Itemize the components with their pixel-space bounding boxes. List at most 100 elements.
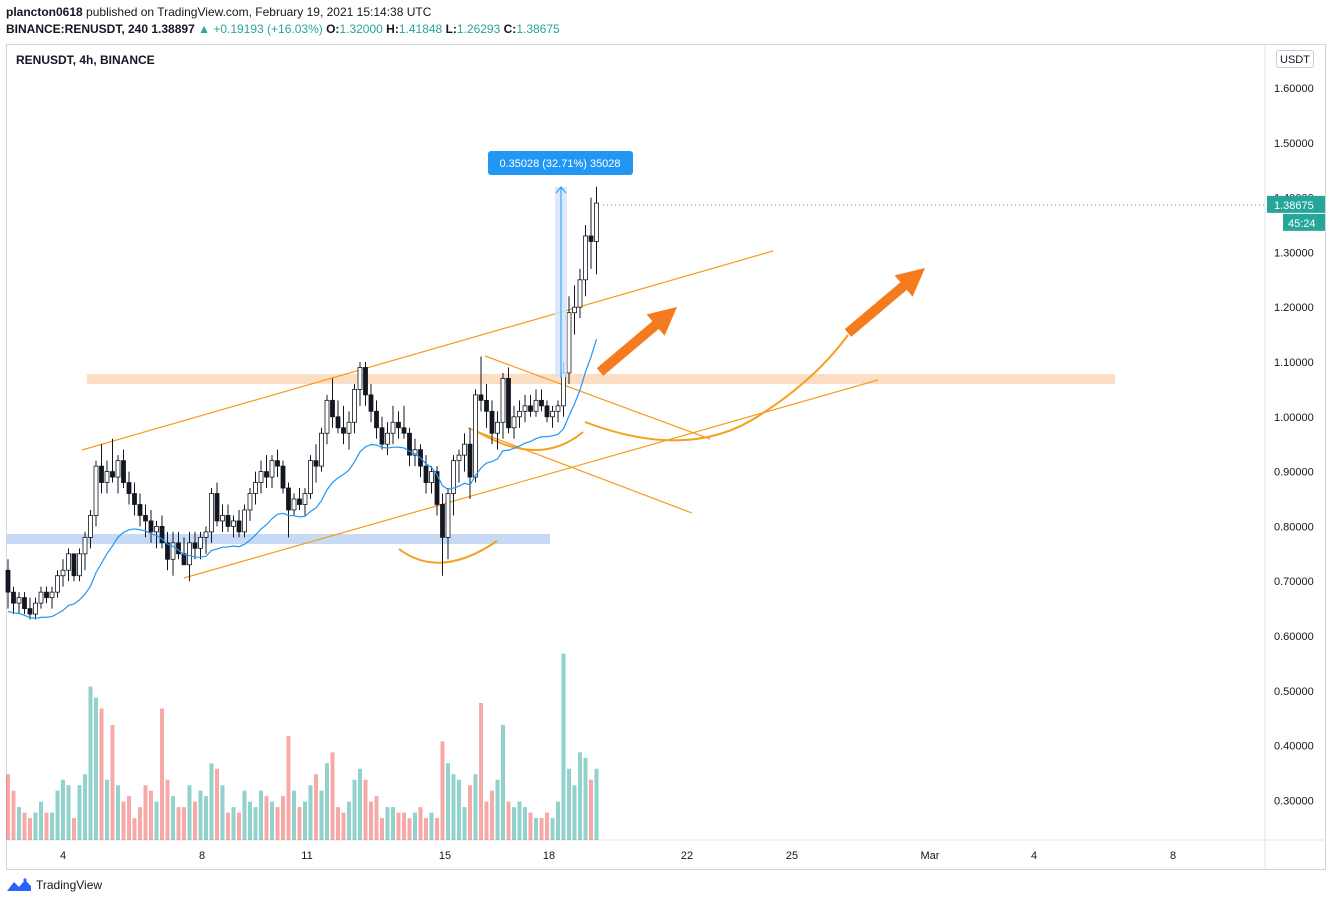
tradingview-footer[interactable]: TradingView [6, 878, 102, 892]
volume-bar [61, 779, 65, 840]
projected-curve[interactable] [584, 334, 849, 442]
triangle-upper-line[interactable] [484, 355, 711, 440]
volume-bar [462, 807, 467, 840]
candle-body [44, 591, 49, 599]
open-label: O: [326, 22, 340, 36]
candle-body [539, 399, 544, 407]
volume-bar [110, 724, 115, 840]
candle [71, 553, 77, 582]
publish-line: plancton0618 published on TradingView.co… [6, 5, 431, 19]
candle [242, 504, 247, 538]
candle-body [511, 416, 517, 429]
volume-bar [347, 801, 351, 840]
candle [126, 471, 132, 505]
candle-body [143, 515, 148, 522]
candle [484, 383, 489, 428]
candle [253, 471, 258, 505]
channel-upper-line[interactable] [81, 250, 774, 451]
candle [137, 493, 143, 527]
cup-curve-middle[interactable] [477, 431, 584, 451]
support-zone[interactable] [7, 534, 550, 544]
candle-body [495, 421, 500, 434]
candle [214, 482, 220, 527]
candle [533, 389, 539, 417]
candle [418, 444, 423, 478]
volume-bar [138, 807, 142, 840]
candle-body [170, 542, 176, 560]
cup-curve-left[interactable] [398, 540, 498, 564]
time-tick-label: 4 [1031, 850, 1037, 862]
candle [440, 493, 445, 576]
volume-bar [121, 801, 126, 840]
candle [495, 411, 500, 450]
volume-bar [583, 757, 588, 840]
candle [99, 444, 104, 494]
volume-bar [72, 818, 76, 840]
candle-body [38, 591, 44, 604]
volume-bar [374, 796, 379, 840]
volume-bar [407, 818, 412, 840]
candle-body [456, 454, 462, 462]
volume-bar [495, 779, 500, 840]
candle-body [434, 471, 440, 505]
high-label: H: [386, 22, 399, 36]
candle-body [577, 279, 583, 308]
chart-pane[interactable] [6, 44, 1326, 870]
candle-body [93, 465, 99, 516]
candle [247, 488, 253, 521]
volume-bar [149, 790, 153, 840]
candle-body [33, 602, 38, 615]
arrow-up-right-short[interactable] [596, 307, 677, 376]
candle-body [258, 471, 264, 483]
candle-body [583, 235, 588, 281]
candle-body [280, 465, 286, 489]
volume-bar [259, 790, 263, 840]
candle-body [187, 542, 192, 566]
candle-body [132, 493, 137, 505]
candle [412, 438, 418, 467]
candle-body [440, 504, 445, 538]
close-value: 1.38675 [516, 22, 560, 36]
candle-body [588, 235, 594, 242]
volume-bar [523, 807, 527, 840]
candle [324, 394, 330, 445]
candle-body [88, 515, 93, 538]
current-price: 1.38897 [151, 22, 195, 36]
volume-bar [105, 779, 109, 840]
candle [88, 509, 93, 549]
candle [308, 455, 313, 499]
candle-body [467, 443, 473, 478]
volume-bar [275, 807, 280, 840]
currency-button[interactable]: USDT [1276, 50, 1314, 68]
candle-body [209, 493, 214, 533]
ema-line[interactable] [7, 338, 598, 619]
candle [473, 389, 478, 483]
volume-bar [528, 812, 533, 840]
candle-body [66, 553, 71, 571]
arrow-up-right-long[interactable] [844, 268, 925, 337]
candle [577, 268, 583, 319]
candle-body [275, 460, 280, 467]
candle [77, 548, 82, 582]
candle [258, 460, 264, 494]
last-price-text: 1.38675 [1274, 200, 1314, 212]
volume-bar [226, 812, 230, 840]
volume-bar [193, 801, 197, 840]
volume-bar [567, 768, 571, 840]
candle-body [247, 493, 253, 511]
volume-bar [413, 812, 417, 840]
volume-bar [578, 752, 582, 840]
candle-body [27, 608, 33, 615]
volume-bar [292, 790, 296, 840]
candle [82, 531, 88, 571]
volume-bar [391, 807, 395, 840]
candle [319, 427, 324, 472]
triangle-lower-line[interactable] [467, 427, 693, 514]
candle [192, 531, 198, 560]
resistance-zone[interactable] [87, 374, 1115, 384]
candle [385, 422, 390, 456]
candle-body [484, 399, 489, 412]
author-name[interactable]: plancton0618 [6, 5, 83, 19]
volume-bar [237, 812, 241, 840]
